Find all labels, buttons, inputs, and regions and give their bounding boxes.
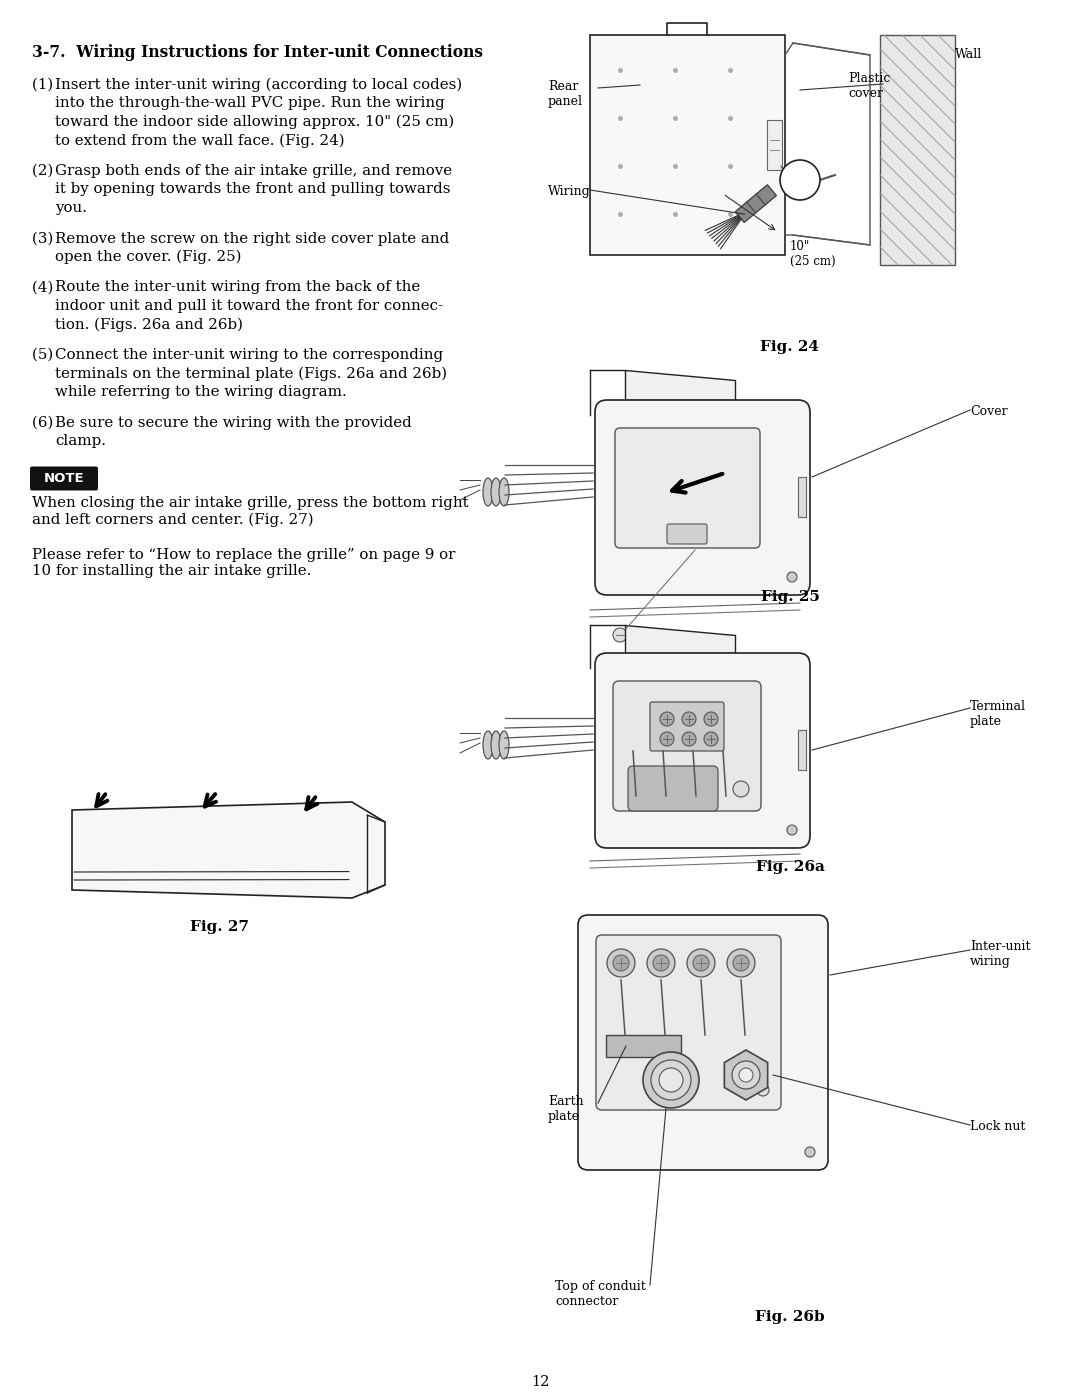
Ellipse shape (499, 478, 509, 506)
Circle shape (733, 781, 750, 798)
Ellipse shape (483, 731, 492, 759)
Circle shape (660, 732, 674, 746)
Text: Fig. 25: Fig. 25 (760, 590, 820, 604)
Text: (4): (4) (32, 281, 63, 295)
Text: Top of conduit
connector: Top of conduit connector (555, 1280, 646, 1308)
Circle shape (704, 732, 718, 746)
Text: (2): (2) (32, 163, 63, 177)
Polygon shape (725, 1051, 768, 1099)
Circle shape (681, 712, 696, 726)
Circle shape (660, 712, 674, 726)
Circle shape (681, 732, 696, 746)
Bar (880, 35, 955, 265)
Text: Grasp both ends of the air intake grille, and remove: Grasp both ends of the air intake grille… (55, 163, 453, 177)
Text: Fig. 27: Fig. 27 (190, 921, 249, 935)
Text: Terminal
plate: Terminal plate (970, 700, 1026, 728)
FancyBboxPatch shape (613, 680, 761, 812)
Text: Plastic
cover: Plastic cover (848, 73, 890, 101)
Text: 10"
(25 cm): 10" (25 cm) (789, 240, 836, 268)
Circle shape (787, 571, 797, 583)
Circle shape (613, 629, 627, 643)
Polygon shape (625, 370, 735, 400)
Circle shape (687, 949, 715, 977)
Circle shape (643, 1052, 699, 1108)
Text: Earth
plate: Earth plate (548, 1095, 583, 1123)
Circle shape (739, 1067, 753, 1083)
FancyBboxPatch shape (596, 935, 781, 1111)
Bar (798, 731, 806, 770)
Text: Insert the inter-unit wiring (according to local codes): Insert the inter-unit wiring (according … (55, 78, 462, 92)
Polygon shape (625, 624, 735, 652)
Circle shape (613, 956, 629, 971)
Text: Connect the inter-unit wiring to the corresponding: Connect the inter-unit wiring to the cor… (55, 348, 443, 362)
Text: Fig. 26b: Fig. 26b (755, 1310, 825, 1324)
Circle shape (607, 949, 635, 977)
Text: NOTE: NOTE (43, 472, 84, 485)
FancyBboxPatch shape (578, 915, 828, 1171)
Text: (1): (1) (32, 78, 63, 92)
FancyBboxPatch shape (650, 703, 724, 752)
Polygon shape (735, 184, 777, 222)
Polygon shape (72, 802, 384, 898)
Text: When closing the air intake grille, press the bottom right
and left corners and : When closing the air intake grille, pres… (32, 496, 469, 527)
Text: toward the indoor side allowing approx. 10" (25 cm): toward the indoor side allowing approx. … (55, 115, 454, 130)
Text: indoor unit and pull it toward the front for connec-: indoor unit and pull it toward the front… (55, 299, 443, 313)
Text: Fig. 24: Fig. 24 (760, 339, 820, 353)
Text: Cover: Cover (970, 405, 1008, 418)
Text: tion. (Figs. 26a and 26b): tion. (Figs. 26a and 26b) (55, 317, 243, 332)
Text: Wall: Wall (955, 47, 982, 61)
Text: it by opening towards the front and pulling towards: it by opening towards the front and pull… (55, 183, 450, 197)
FancyBboxPatch shape (615, 427, 760, 548)
Circle shape (647, 949, 675, 977)
Text: Inter-unit
wiring: Inter-unit wiring (970, 940, 1030, 968)
FancyBboxPatch shape (30, 467, 98, 490)
Circle shape (805, 1147, 815, 1157)
Text: (5): (5) (32, 348, 63, 362)
Text: (6): (6) (32, 415, 63, 429)
Text: 3-7.  Wiring Instructions for Inter-unit Connections: 3-7. Wiring Instructions for Inter-unit … (32, 43, 483, 61)
Text: Route the inter-unit wiring from the back of the: Route the inter-unit wiring from the bac… (55, 281, 420, 295)
Ellipse shape (491, 731, 501, 759)
Bar (606, 1035, 681, 1058)
FancyBboxPatch shape (627, 766, 718, 812)
Circle shape (780, 161, 820, 200)
Text: terminals on the terminal plate (Figs. 26a and 26b): terminals on the terminal plate (Figs. 2… (55, 366, 447, 381)
Text: to extend from the wall face. (Fig. 24): to extend from the wall face. (Fig. 24) (55, 134, 345, 148)
Circle shape (732, 1060, 760, 1090)
Circle shape (787, 826, 797, 835)
Bar (590, 35, 785, 256)
Text: Remove the screw on the right side cover plate and: Remove the screw on the right side cover… (55, 232, 449, 246)
FancyBboxPatch shape (595, 400, 810, 595)
Text: Fig. 26a: Fig. 26a (756, 861, 824, 875)
Ellipse shape (499, 731, 509, 759)
Text: 12: 12 (530, 1375, 550, 1389)
Circle shape (693, 956, 708, 971)
Text: into the through-the-wall PVC pipe. Run the wiring: into the through-the-wall PVC pipe. Run … (55, 96, 445, 110)
Text: Wiring: Wiring (548, 184, 591, 198)
Circle shape (733, 956, 750, 971)
Text: Lock nut: Lock nut (970, 1120, 1025, 1133)
Text: (3): (3) (32, 232, 63, 246)
Text: Be sure to secure the wiring with the provided: Be sure to secure the wiring with the pr… (55, 415, 411, 429)
Ellipse shape (491, 478, 501, 506)
Circle shape (757, 1084, 769, 1097)
Text: clamp.: clamp. (55, 434, 106, 448)
Circle shape (727, 949, 755, 977)
FancyBboxPatch shape (667, 524, 707, 543)
FancyBboxPatch shape (595, 652, 810, 848)
Bar (798, 476, 806, 517)
Text: Please refer to “How to replace the grille” on page 9 or
10 for installing the a: Please refer to “How to replace the gril… (32, 548, 456, 578)
Circle shape (659, 1067, 683, 1092)
Bar (767, 120, 782, 170)
Circle shape (651, 1060, 691, 1099)
Text: while referring to the wiring diagram.: while referring to the wiring diagram. (55, 386, 347, 400)
Text: open the cover. (Fig. 25): open the cover. (Fig. 25) (55, 250, 241, 264)
Text: Rear
panel: Rear panel (548, 80, 583, 108)
Ellipse shape (483, 478, 492, 506)
Text: you.: you. (55, 201, 87, 215)
Circle shape (704, 712, 718, 726)
Circle shape (653, 956, 669, 971)
